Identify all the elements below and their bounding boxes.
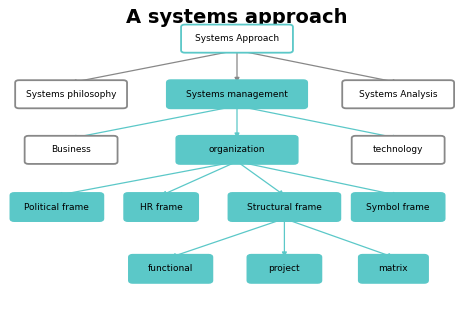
FancyBboxPatch shape — [15, 80, 127, 108]
FancyBboxPatch shape — [247, 255, 321, 283]
Text: A systems approach: A systems approach — [126, 8, 348, 27]
FancyBboxPatch shape — [129, 255, 212, 283]
Text: Systems Analysis: Systems Analysis — [359, 90, 438, 99]
FancyBboxPatch shape — [352, 136, 445, 164]
Text: Political frame: Political frame — [25, 202, 89, 212]
FancyBboxPatch shape — [228, 193, 340, 221]
FancyBboxPatch shape — [342, 80, 454, 108]
Text: HR frame: HR frame — [140, 202, 182, 212]
Text: Systems management: Systems management — [186, 90, 288, 99]
Text: project: project — [269, 264, 300, 273]
Text: Systems philosophy: Systems philosophy — [26, 90, 116, 99]
Text: functional: functional — [148, 264, 193, 273]
Text: Systems Approach: Systems Approach — [195, 34, 279, 43]
Text: Symbol frame: Symbol frame — [366, 202, 430, 212]
FancyBboxPatch shape — [181, 24, 293, 53]
FancyBboxPatch shape — [167, 80, 307, 108]
Text: Business: Business — [51, 145, 91, 154]
FancyBboxPatch shape — [359, 255, 428, 283]
FancyBboxPatch shape — [25, 136, 118, 164]
FancyBboxPatch shape — [10, 193, 103, 221]
FancyBboxPatch shape — [176, 136, 298, 164]
Text: matrix: matrix — [379, 264, 408, 273]
FancyBboxPatch shape — [352, 193, 445, 221]
Text: Structural frame: Structural frame — [247, 202, 322, 212]
Text: technology: technology — [373, 145, 423, 154]
FancyBboxPatch shape — [124, 193, 198, 221]
Text: organization: organization — [209, 145, 265, 154]
